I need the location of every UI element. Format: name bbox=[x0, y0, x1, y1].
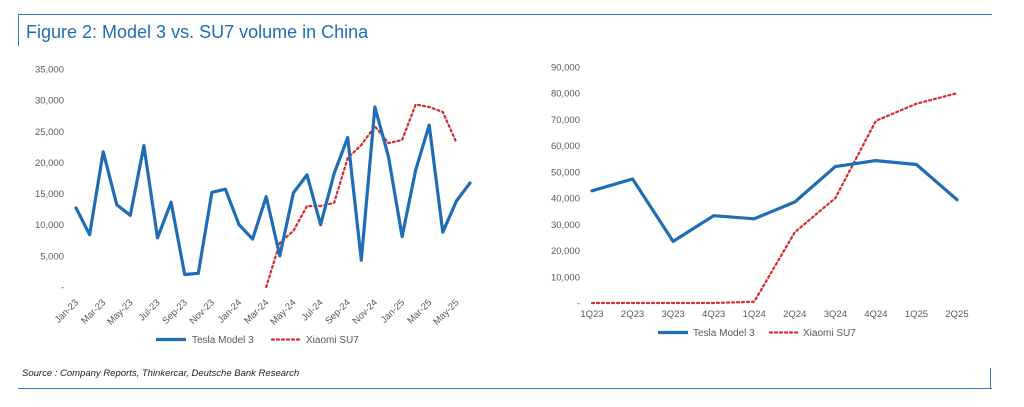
right-x-tick-label: 1Q24 bbox=[743, 309, 766, 320]
left-y-tick-label: 10,000 bbox=[35, 220, 64, 231]
right-x-tick-label: 2Q23 bbox=[621, 309, 644, 320]
left-xiaomi-su7-line bbox=[265, 103, 458, 289]
left-y-tick-label: 25,000 bbox=[35, 127, 64, 138]
left-y-tick-label: 30,000 bbox=[35, 96, 64, 107]
left-y-tick-label: 35,000 bbox=[35, 65, 64, 76]
right-y-tick-label: 40,000 bbox=[551, 194, 580, 205]
right-x-tick-label: 3Q24 bbox=[824, 309, 847, 320]
right-y-tick-label: 60,000 bbox=[551, 141, 580, 152]
left-legend-tesla-label: Tesla Model 3 bbox=[192, 335, 254, 346]
left-y-tick-label: 5,000 bbox=[40, 251, 64, 262]
right-y-tick-label: 90,000 bbox=[551, 63, 580, 74]
left-y-tick-label: 20,000 bbox=[35, 158, 64, 169]
right-x-tick-label: 4Q23 bbox=[702, 309, 725, 320]
right-x-tick-label: 1Q23 bbox=[580, 309, 603, 320]
frame-top-rule bbox=[18, 14, 992, 15]
right-x-tick-label: 3Q23 bbox=[661, 309, 684, 320]
right-y-tick-label: 70,000 bbox=[551, 115, 580, 126]
right-x-tick-label: 2Q25 bbox=[945, 309, 968, 320]
right-x-tick-label: 2Q24 bbox=[783, 309, 806, 320]
right-xiaomi-su7-line bbox=[590, 92, 959, 305]
right-y-tick-label: - bbox=[577, 299, 580, 310]
right-legend-tesla-label: Tesla Model 3 bbox=[693, 328, 755, 339]
left-legend-xiaomi-label: Xiaomi SU7 bbox=[306, 335, 359, 346]
right-y-tick-label: 50,000 bbox=[551, 167, 580, 178]
frame-left-rule bbox=[18, 14, 19, 46]
right-tesla-model3-line bbox=[590, 159, 959, 243]
frame-bottom-rule bbox=[18, 388, 992, 389]
source-note: Source : Company Reports, Thinkercar, De… bbox=[22, 368, 300, 379]
left-y-tick-label: 15,000 bbox=[35, 189, 64, 200]
right-legend-xiaomi-label: Xiaomi SU7 bbox=[803, 328, 856, 339]
right-y-tick-label: 20,000 bbox=[551, 246, 580, 257]
figure-title: Figure 2: Model 3 vs. SU7 volume in Chin… bbox=[26, 22, 369, 42]
right-y-tick-label: 30,000 bbox=[551, 220, 580, 231]
right-y-tick-label: 80,000 bbox=[551, 89, 580, 100]
left-y-tick-label: - bbox=[61, 283, 64, 294]
right-x-tick-label: 4Q24 bbox=[864, 309, 887, 320]
right-x-tick-label: 1Q25 bbox=[905, 309, 928, 320]
frame-right-rule bbox=[990, 368, 991, 388]
right-y-tick-label: 10,000 bbox=[551, 272, 580, 283]
left-tesla-model3-line bbox=[74, 105, 472, 277]
